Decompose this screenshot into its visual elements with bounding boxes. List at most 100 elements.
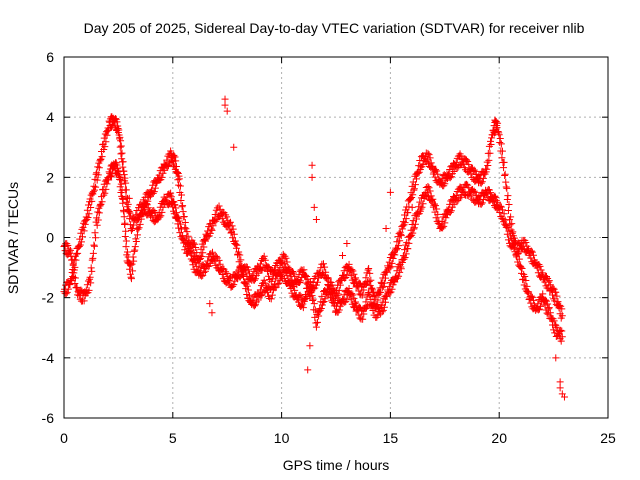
point-track-a (85, 210, 93, 218)
point-track-b (335, 306, 343, 314)
point-scattered-points (386, 188, 394, 196)
point-track-b (192, 244, 200, 252)
point-track-a (151, 184, 159, 192)
point-track-a (374, 296, 382, 304)
point-track-b (366, 291, 374, 299)
point-track-b (397, 263, 405, 271)
point-track-a (407, 195, 415, 203)
point-track-a (261, 256, 269, 264)
point-track-b (522, 238, 530, 246)
point-track-b (503, 222, 511, 230)
point-track-b (395, 272, 403, 280)
point-track-a (80, 227, 88, 235)
point-track-a (397, 232, 405, 240)
point-track-a (479, 174, 487, 182)
point-track-b (398, 258, 406, 266)
point-track-a (380, 279, 388, 287)
point-track-b (306, 284, 314, 292)
point-track-b (235, 248, 243, 256)
point-track-a (389, 254, 397, 262)
point-track-a (539, 290, 547, 298)
point-track-a (63, 288, 71, 296)
x-axis-label: GPS time / hours (283, 457, 390, 473)
point-track-a (108, 113, 116, 121)
point-track-b (379, 306, 387, 314)
point-track-b (508, 235, 516, 243)
point-track-a (550, 317, 558, 325)
point-track-a (181, 224, 189, 232)
point-track-b (80, 297, 88, 305)
point-track-a (362, 274, 370, 282)
point-scattered-points (221, 101, 229, 109)
point-track-b (478, 199, 486, 207)
point-track-b (425, 184, 433, 192)
point-track-b (95, 209, 103, 217)
point-track-b (299, 304, 307, 312)
point-track-a (486, 149, 494, 157)
point-track-b (315, 312, 323, 320)
point-track-b (122, 237, 130, 245)
point-track-b (231, 237, 239, 245)
point-track-b (131, 246, 139, 254)
point-scattered-points (125, 194, 133, 202)
point-track-b (306, 278, 314, 286)
point-track-b (317, 305, 325, 313)
point-track-b (212, 217, 220, 225)
point-track-a (397, 230, 405, 238)
point-track-a (124, 200, 132, 208)
point-track-a (230, 281, 238, 289)
point-track-b (91, 229, 99, 237)
point-track-b (546, 281, 554, 289)
point-track-a (119, 158, 127, 166)
point-track-a (517, 263, 525, 271)
point-track-b (159, 203, 167, 211)
x-tick-label: 5 (169, 430, 177, 446)
x-tick-label: 10 (274, 430, 290, 446)
point-track-a (459, 160, 467, 168)
point-track-b (539, 269, 547, 277)
point-track-a (544, 300, 552, 308)
point-track-b (380, 303, 388, 311)
point-track-a (126, 209, 134, 217)
point-track-a (401, 219, 409, 227)
point-track-a (192, 259, 200, 267)
point-track-b (199, 249, 207, 257)
point-track-a (486, 137, 494, 145)
point-scattered-points (556, 384, 564, 392)
point-track-a (90, 186, 98, 194)
point-track-b (130, 257, 138, 265)
point-scattered-points (223, 107, 231, 115)
point-track-b (515, 248, 523, 256)
point-track-a (425, 151, 433, 159)
point-track-a (96, 157, 104, 165)
point-track-a (426, 154, 434, 162)
point-track-b (554, 298, 562, 306)
point-track-b (186, 244, 194, 252)
point-track-a (222, 268, 230, 276)
point-track-a (377, 288, 385, 296)
point-track-a (411, 181, 419, 189)
point-track-b (102, 185, 110, 193)
point-track-b (135, 224, 143, 232)
point-track-b (133, 231, 141, 239)
point-track-a (76, 241, 84, 249)
point-track-b (243, 282, 251, 290)
point-track-b (416, 198, 424, 206)
point-track-b (83, 281, 91, 289)
point-track-b (226, 218, 234, 226)
point-track-a (545, 305, 553, 313)
point-track-a (537, 302, 545, 310)
point-track-b (238, 263, 246, 271)
point-track-b (355, 311, 363, 319)
point-scattered-points (339, 252, 347, 260)
point-track-b (492, 193, 500, 201)
point-track-b (208, 226, 216, 234)
point-track-a (66, 281, 74, 289)
point-track-a (184, 232, 192, 240)
point-track-a (555, 331, 563, 339)
point-track-a (558, 333, 566, 341)
point-track-b (427, 192, 435, 200)
point-track-b (418, 203, 426, 211)
point-track-b (504, 224, 512, 232)
point-track-b (175, 217, 183, 225)
